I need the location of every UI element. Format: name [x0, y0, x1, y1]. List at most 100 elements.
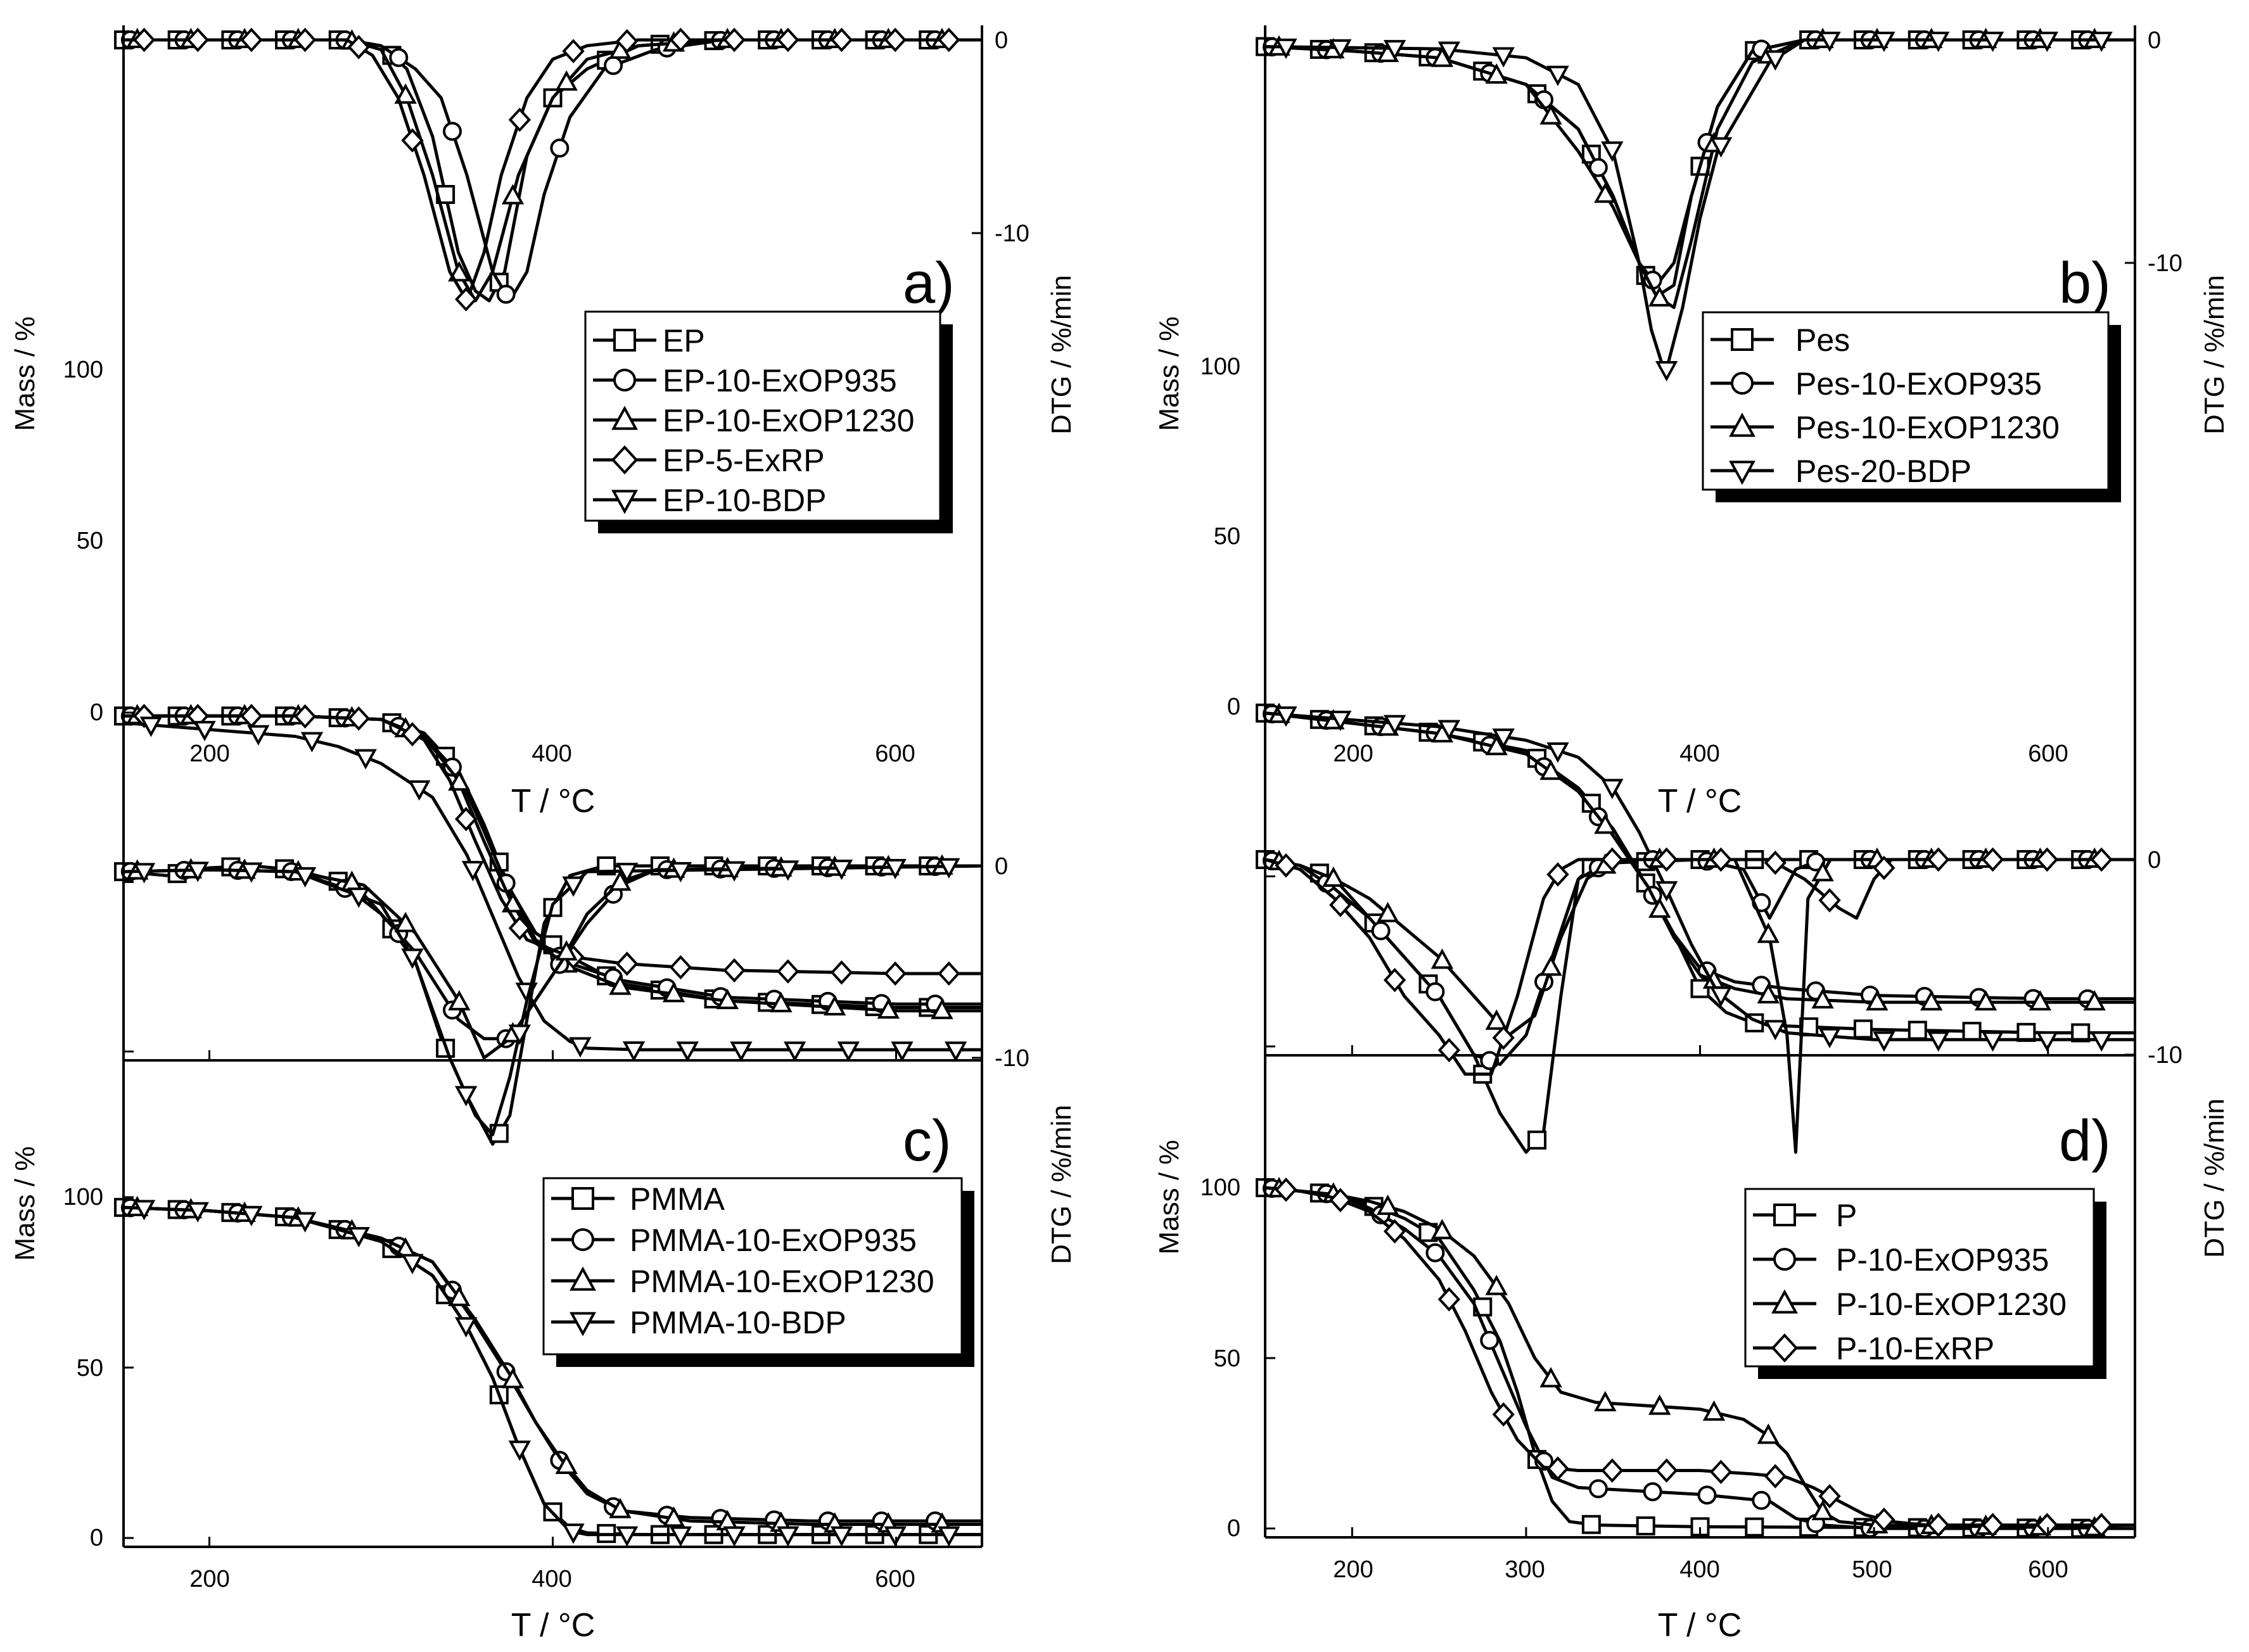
dtg-marker [1873, 31, 1895, 53]
legend-item: P-10-ExRP [1753, 1331, 1994, 1366]
dtg-marker [347, 887, 370, 908]
dtg-marker [616, 863, 639, 884]
y-axis-title-dtg: DTG / %/min [2199, 1098, 2230, 1258]
dtg-marker [132, 27, 156, 53]
legend-box [542, 1177, 963, 1356]
mass-marker [569, 1037, 592, 1058]
mass-marker [1920, 990, 1943, 1011]
dtg-marker [1927, 847, 1950, 872]
dtg-marker [1709, 137, 1733, 158]
mass-marker [1981, 1031, 2004, 1052]
mass-marker [938, 1526, 960, 1547]
dtg-marker [448, 261, 471, 282]
mass-marker [448, 1285, 471, 1306]
mass-marker [1492, 1402, 1515, 1427]
mass-marker [293, 1212, 317, 1233]
mass-marker [662, 982, 685, 1003]
x-tick-label: 600 [2028, 740, 2068, 767]
legend-label: PMMA [630, 1181, 725, 1217]
legend-marker [570, 1312, 596, 1337]
mass-marker [669, 1526, 692, 1547]
mass-marker [884, 961, 907, 986]
mass-marker [1648, 897, 1671, 918]
mass-marker [1539, 759, 1562, 780]
legend-item: P-10-ExOP1230 [1753, 1287, 2067, 1322]
dtg-marker [1425, 982, 1445, 1001]
mass-marker [837, 1041, 860, 1062]
mass-marker [884, 1526, 907, 1547]
dtg-marker [496, 284, 516, 304]
y-tick-label-dtg: 0 [995, 853, 1008, 880]
mass-marker [1437, 720, 1461, 740]
mass-marker [730, 1041, 753, 1062]
y-axis-title-mass: Mass / % [1154, 317, 1185, 431]
legend-item: PMMA-10-ExOP1230 [551, 1264, 934, 1299]
y-tick-label-dtg: 0 [2148, 27, 2161, 54]
mass-marker [1425, 1243, 1445, 1262]
dtg-marker [1806, 852, 1826, 872]
dtg-marker [830, 27, 853, 53]
mass-marker [1745, 1517, 1764, 1537]
y-axis-title-mass: Mass / % [10, 1147, 41, 1261]
mass-marker [938, 961, 960, 986]
mass-marker [1546, 742, 1569, 763]
mass-marker [1818, 1027, 1841, 1048]
mass-marker [454, 806, 478, 832]
series-layer [114, 27, 982, 1062]
mass-marker [2090, 1031, 2113, 1052]
mass-marker [616, 951, 639, 976]
y-tick-label-dtg: -10 [2148, 250, 2182, 277]
legend-label: P-10-ExOP935 [1836, 1242, 2049, 1278]
mass-marker [562, 1523, 585, 1544]
x-tick-label: 400 [532, 740, 571, 767]
mass-marker [1853, 1019, 1873, 1039]
y-tick-label-dtg: 0 [995, 27, 1008, 54]
legend-marker [611, 490, 638, 514]
mass-marker [186, 1202, 209, 1223]
legend-marker [1729, 461, 1755, 485]
mass-marker [676, 1041, 699, 1062]
dtg-marker [723, 27, 746, 53]
dtg-marker [884, 27, 907, 53]
mass-marker [354, 749, 377, 770]
legend-label: PMMA-10-BDP [630, 1305, 846, 1340]
mass-marker [1594, 1390, 1617, 1411]
legend-marker [1731, 328, 1754, 351]
legend-item: Pes [1711, 322, 1850, 358]
dtg-marker [1376, 901, 1399, 922]
dtg-line-P-10-ExOP935 [1265, 858, 2135, 1066]
mass-marker [401, 1254, 424, 1274]
legend-item: PMMA-10-ExOP935 [551, 1223, 917, 1258]
mass-marker [1974, 990, 1997, 1011]
x-axis-title: T / °C [1658, 783, 1742, 820]
legend-marker [570, 1266, 596, 1291]
legend-box [1744, 1188, 2095, 1368]
dtg-marker [1594, 182, 1617, 203]
legend-marker [1729, 412, 1755, 437]
legend-marker [611, 405, 638, 430]
mass-marker [1764, 1020, 1787, 1041]
mass-marker [1588, 1479, 1608, 1499]
dtg-marker [550, 138, 570, 158]
dtg-marker [394, 83, 417, 104]
mass-marker [1655, 881, 1678, 902]
dtg-marker [1709, 847, 1733, 872]
dtg-marker [186, 27, 209, 53]
dtg-marker [777, 860, 800, 881]
mass-marker [408, 780, 431, 801]
x-tick-label: 300 [1505, 1556, 1545, 1583]
mass-marker [2016, 1022, 2036, 1042]
mass-marker [1275, 706, 1297, 727]
mass-marker [2036, 1031, 2059, 1052]
mass-marker [716, 988, 739, 1010]
mass-marker [1485, 735, 1508, 756]
series-layer [1256, 27, 2135, 1052]
x-axis-title: T / °C [511, 1607, 596, 1644]
mass-marker [508, 1440, 532, 1461]
dtg-marker [555, 940, 578, 961]
legend-label: Pes [1795, 322, 1850, 358]
x-tick-label: 600 [875, 1566, 915, 1592]
x-axis-title: T / °C [511, 783, 596, 820]
legend-label: EP-5-ExRP [663, 443, 825, 478]
dtg-marker [347, 35, 370, 60]
